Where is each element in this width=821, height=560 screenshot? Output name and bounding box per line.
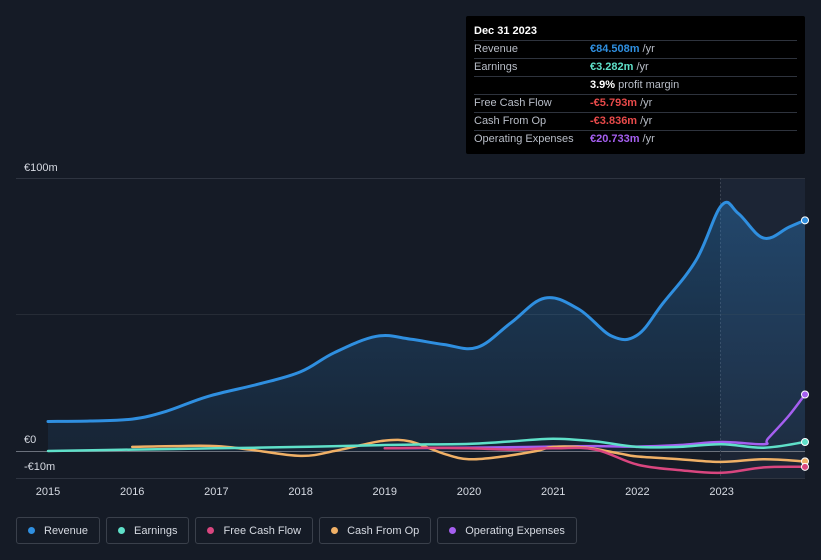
legend-item-cash-from-op[interactable]: Cash From Op: [319, 517, 432, 544]
series-line-operating-expenses: [383, 393, 807, 450]
tooltip-row-value: 3.9%: [590, 79, 616, 91]
x-tick-label: 2021: [541, 486, 565, 498]
tooltip-row-value: €3.282m: [590, 61, 634, 73]
tooltip-row: Earnings €3.282m/yr: [474, 59, 797, 77]
series-area-revenue: [48, 202, 805, 451]
series-layer: [46, 200, 809, 475]
tooltip-row-unit: /yr: [642, 43, 655, 55]
x-tick-label: 2018: [288, 486, 312, 498]
tooltip-row: Free Cash Flow -€5.793m/yr: [474, 95, 797, 113]
x-axis: 2015 2016 2017 2018 2019 2020 2021 2022 2023: [36, 486, 734, 498]
tooltip-row-unit: /yr: [640, 97, 653, 109]
legend-item-earnings[interactable]: Earnings: [106, 517, 190, 544]
x-tick-label: 2023: [709, 486, 733, 498]
tooltip: Dec 31 2023 Revenue €84.508m/yr Earnings €3…: [466, 16, 805, 154]
tooltip-rows: Revenue €84.508m/yr Earnings €3.282m/yr 3.9%…: [474, 41, 797, 148]
tooltip-row-label: [474, 77, 590, 94]
legend-dot-icon: [331, 527, 339, 534]
tooltip-row-label: Operating Expenses: [474, 133, 574, 145]
tooltip-date: Dec 31 2023: [474, 23, 797, 41]
legend-label: Operating Expenses: [465, 524, 565, 537]
tooltip-row-label: Revenue: [474, 43, 519, 55]
series-line-revenue: [46, 200, 807, 423]
tooltip-row-value: -€5.793m: [590, 97, 638, 109]
legend-label: Earnings: [134, 524, 178, 537]
legend-dot-icon: [449, 527, 457, 534]
y-label-bottom: -€10m: [24, 461, 55, 473]
tooltip-row-value: €84.508m: [590, 43, 640, 55]
series-line-free-cash-flow: [383, 446, 807, 475]
tooltip-row-unit: /yr: [636, 61, 649, 73]
x-tick-label: 2022: [625, 486, 649, 498]
tooltip-row: Revenue €84.508m/yr: [474, 41, 797, 59]
tooltip-row: Cash From Op -€3.836m/yr: [474, 113, 797, 131]
legend-label: Free Cash Flow: [223, 524, 302, 537]
y-label-top: €100m: [24, 162, 58, 174]
legend-dot-icon: [118, 527, 126, 534]
legend-dot-icon: [207, 527, 215, 534]
series-end-point-operating-expenses: [801, 390, 809, 399]
legend-label: Cash From Op: [347, 524, 420, 537]
tooltip-row-label: Free Cash Flow: [474, 97, 552, 109]
tooltip-row-value: -€3.836m: [590, 115, 638, 127]
tooltip-row-unit: profit margin: [618, 79, 680, 91]
tooltip-row-unit: /yr: [642, 133, 655, 145]
series-end-point-earnings: [801, 437, 809, 446]
legend-label: Revenue: [44, 524, 89, 537]
tooltip-row: 3.9% profit margin: [474, 77, 797, 95]
x-tick-label: 2020: [457, 486, 481, 498]
series-end-point-revenue: [801, 216, 809, 225]
tooltip-row-label: Earnings: [474, 61, 518, 73]
tooltip-row-unit: /yr: [640, 115, 653, 127]
legend-item-revenue[interactable]: Revenue: [16, 517, 101, 544]
y-label-zero: €0: [24, 434, 36, 446]
legend-item-free-cash-flow[interactable]: Free Cash Flow: [195, 517, 314, 544]
legend: Revenue Earnings Free Cash Flow Cash From O…: [16, 517, 583, 544]
series-line-earnings: [46, 437, 807, 453]
series-line-cash-from-op: [130, 438, 807, 464]
series-end-point-free-cash-flow: [801, 462, 809, 471]
x-tick-label: 2019: [373, 486, 397, 498]
x-tick-label: 2017: [204, 486, 228, 498]
x-tick-label: 2016: [120, 486, 144, 498]
x-tick-label: 2015: [36, 486, 60, 498]
legend-dot-icon: [28, 527, 35, 534]
tooltip-row-value: €20.733m: [590, 133, 640, 145]
legend-item-operating-expenses[interactable]: Operating Expenses: [437, 517, 577, 544]
tooltip-row: Operating Expenses €20.733m/yr: [474, 131, 797, 148]
tooltip-row-label: Cash From Op: [474, 115, 547, 127]
